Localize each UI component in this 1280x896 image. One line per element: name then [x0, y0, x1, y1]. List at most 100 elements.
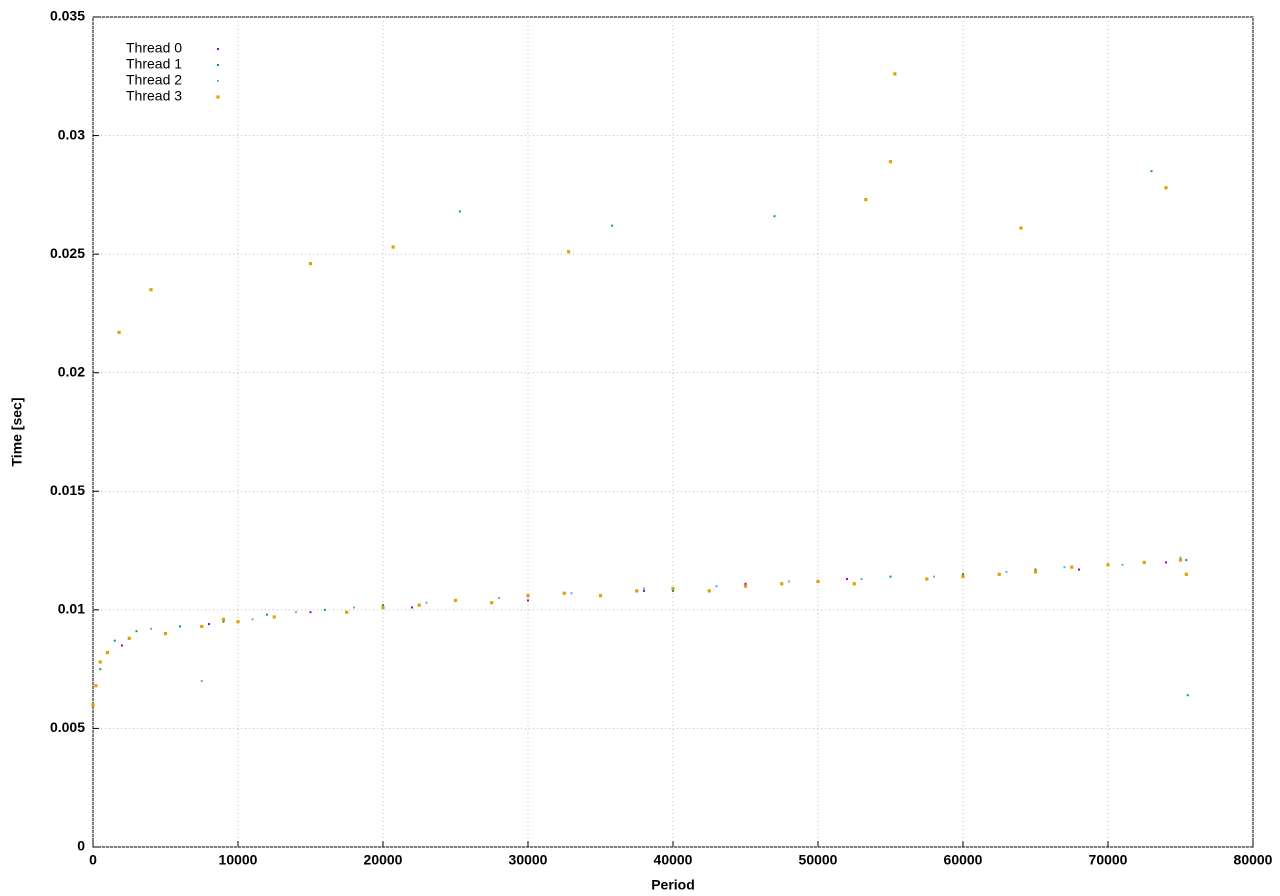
point — [251, 618, 254, 621]
x-axis-label: Period — [651, 877, 695, 893]
point — [208, 623, 210, 626]
point — [1164, 186, 1168, 190]
point — [222, 620, 225, 623]
point — [94, 684, 98, 688]
x-tick-label: 40000 — [654, 852, 693, 868]
y-tick-label: 0.015 — [50, 482, 85, 498]
point — [889, 575, 892, 578]
point — [773, 215, 776, 218]
point — [105, 650, 110, 655]
point — [121, 644, 123, 647]
point — [309, 611, 312, 614]
point — [961, 575, 965, 579]
point — [860, 578, 863, 581]
point — [179, 625, 181, 628]
point — [458, 210, 461, 213]
point — [643, 587, 645, 590]
point — [411, 606, 413, 609]
x-tick-label: 70000 — [1089, 852, 1128, 868]
point — [150, 627, 152, 630]
point — [308, 262, 313, 266]
legend-label: Thread 0 — [126, 40, 182, 56]
point — [135, 630, 138, 633]
legend-swatch — [216, 95, 220, 99]
point — [743, 584, 748, 588]
point — [526, 594, 530, 598]
y-tick-label: 0.02 — [58, 363, 85, 379]
point — [643, 589, 645, 592]
point — [498, 597, 500, 599]
point — [672, 589, 674, 592]
point — [780, 582, 784, 586]
point — [1179, 556, 1182, 559]
point — [490, 601, 494, 605]
point — [1019, 226, 1023, 230]
legend-swatch — [217, 48, 219, 50]
legend-label: Thread 1 — [126, 56, 182, 72]
x-tick-label: 50000 — [799, 852, 838, 868]
point — [1034, 568, 1037, 571]
point — [1186, 694, 1189, 697]
point — [200, 680, 203, 682]
point — [1121, 563, 1124, 566]
point — [611, 224, 614, 227]
point — [1142, 560, 1146, 565]
point — [1078, 568, 1080, 571]
point — [715, 585, 718, 588]
point — [671, 586, 675, 591]
point — [1185, 559, 1188, 562]
point — [788, 580, 790, 583]
point — [816, 579, 820, 583]
point — [562, 591, 566, 595]
y-tick-label: 0.005 — [50, 719, 85, 735]
x-tick-label: 10000 — [219, 852, 258, 868]
point — [1150, 170, 1153, 173]
point — [744, 582, 747, 585]
point — [200, 624, 204, 629]
point — [99, 668, 102, 671]
legend-swatch — [217, 80, 219, 82]
point — [117, 330, 121, 334]
y-tick-label: 0.01 — [58, 601, 85, 617]
point — [149, 288, 153, 292]
point — [1005, 570, 1008, 573]
point — [933, 575, 935, 578]
point — [1184, 572, 1188, 576]
x-tick-label: 80000 — [1234, 852, 1273, 868]
legend-label: Thread 2 — [126, 72, 182, 88]
point — [864, 198, 868, 202]
y-tick-label: 0 — [77, 838, 85, 854]
point — [98, 660, 102, 664]
x-tick-label: 30000 — [509, 852, 548, 868]
point — [1070, 565, 1074, 569]
y-axis-label: Time [sec] — [9, 398, 25, 467]
point — [635, 589, 639, 593]
point — [417, 603, 421, 607]
point — [381, 605, 385, 610]
point — [567, 250, 571, 254]
point — [1063, 566, 1066, 569]
x-tick-label: 60000 — [944, 852, 983, 868]
point — [997, 572, 1001, 576]
point — [962, 573, 964, 576]
point — [453, 598, 458, 602]
point — [221, 617, 226, 621]
x-tick-label: 20000 — [364, 852, 403, 868]
point — [1178, 558, 1183, 562]
point — [345, 610, 349, 614]
point — [127, 636, 131, 640]
point — [852, 582, 856, 586]
point — [391, 245, 395, 249]
point — [113, 639, 116, 642]
y-tick-label: 0.035 — [50, 8, 85, 24]
point — [893, 72, 897, 76]
point — [570, 592, 573, 595]
point — [1106, 563, 1110, 567]
point — [266, 613, 268, 616]
point — [707, 589, 711, 593]
y-tick-label: 0.025 — [50, 245, 85, 261]
x-tick-label: 0 — [89, 852, 97, 868]
point — [1165, 561, 1167, 564]
